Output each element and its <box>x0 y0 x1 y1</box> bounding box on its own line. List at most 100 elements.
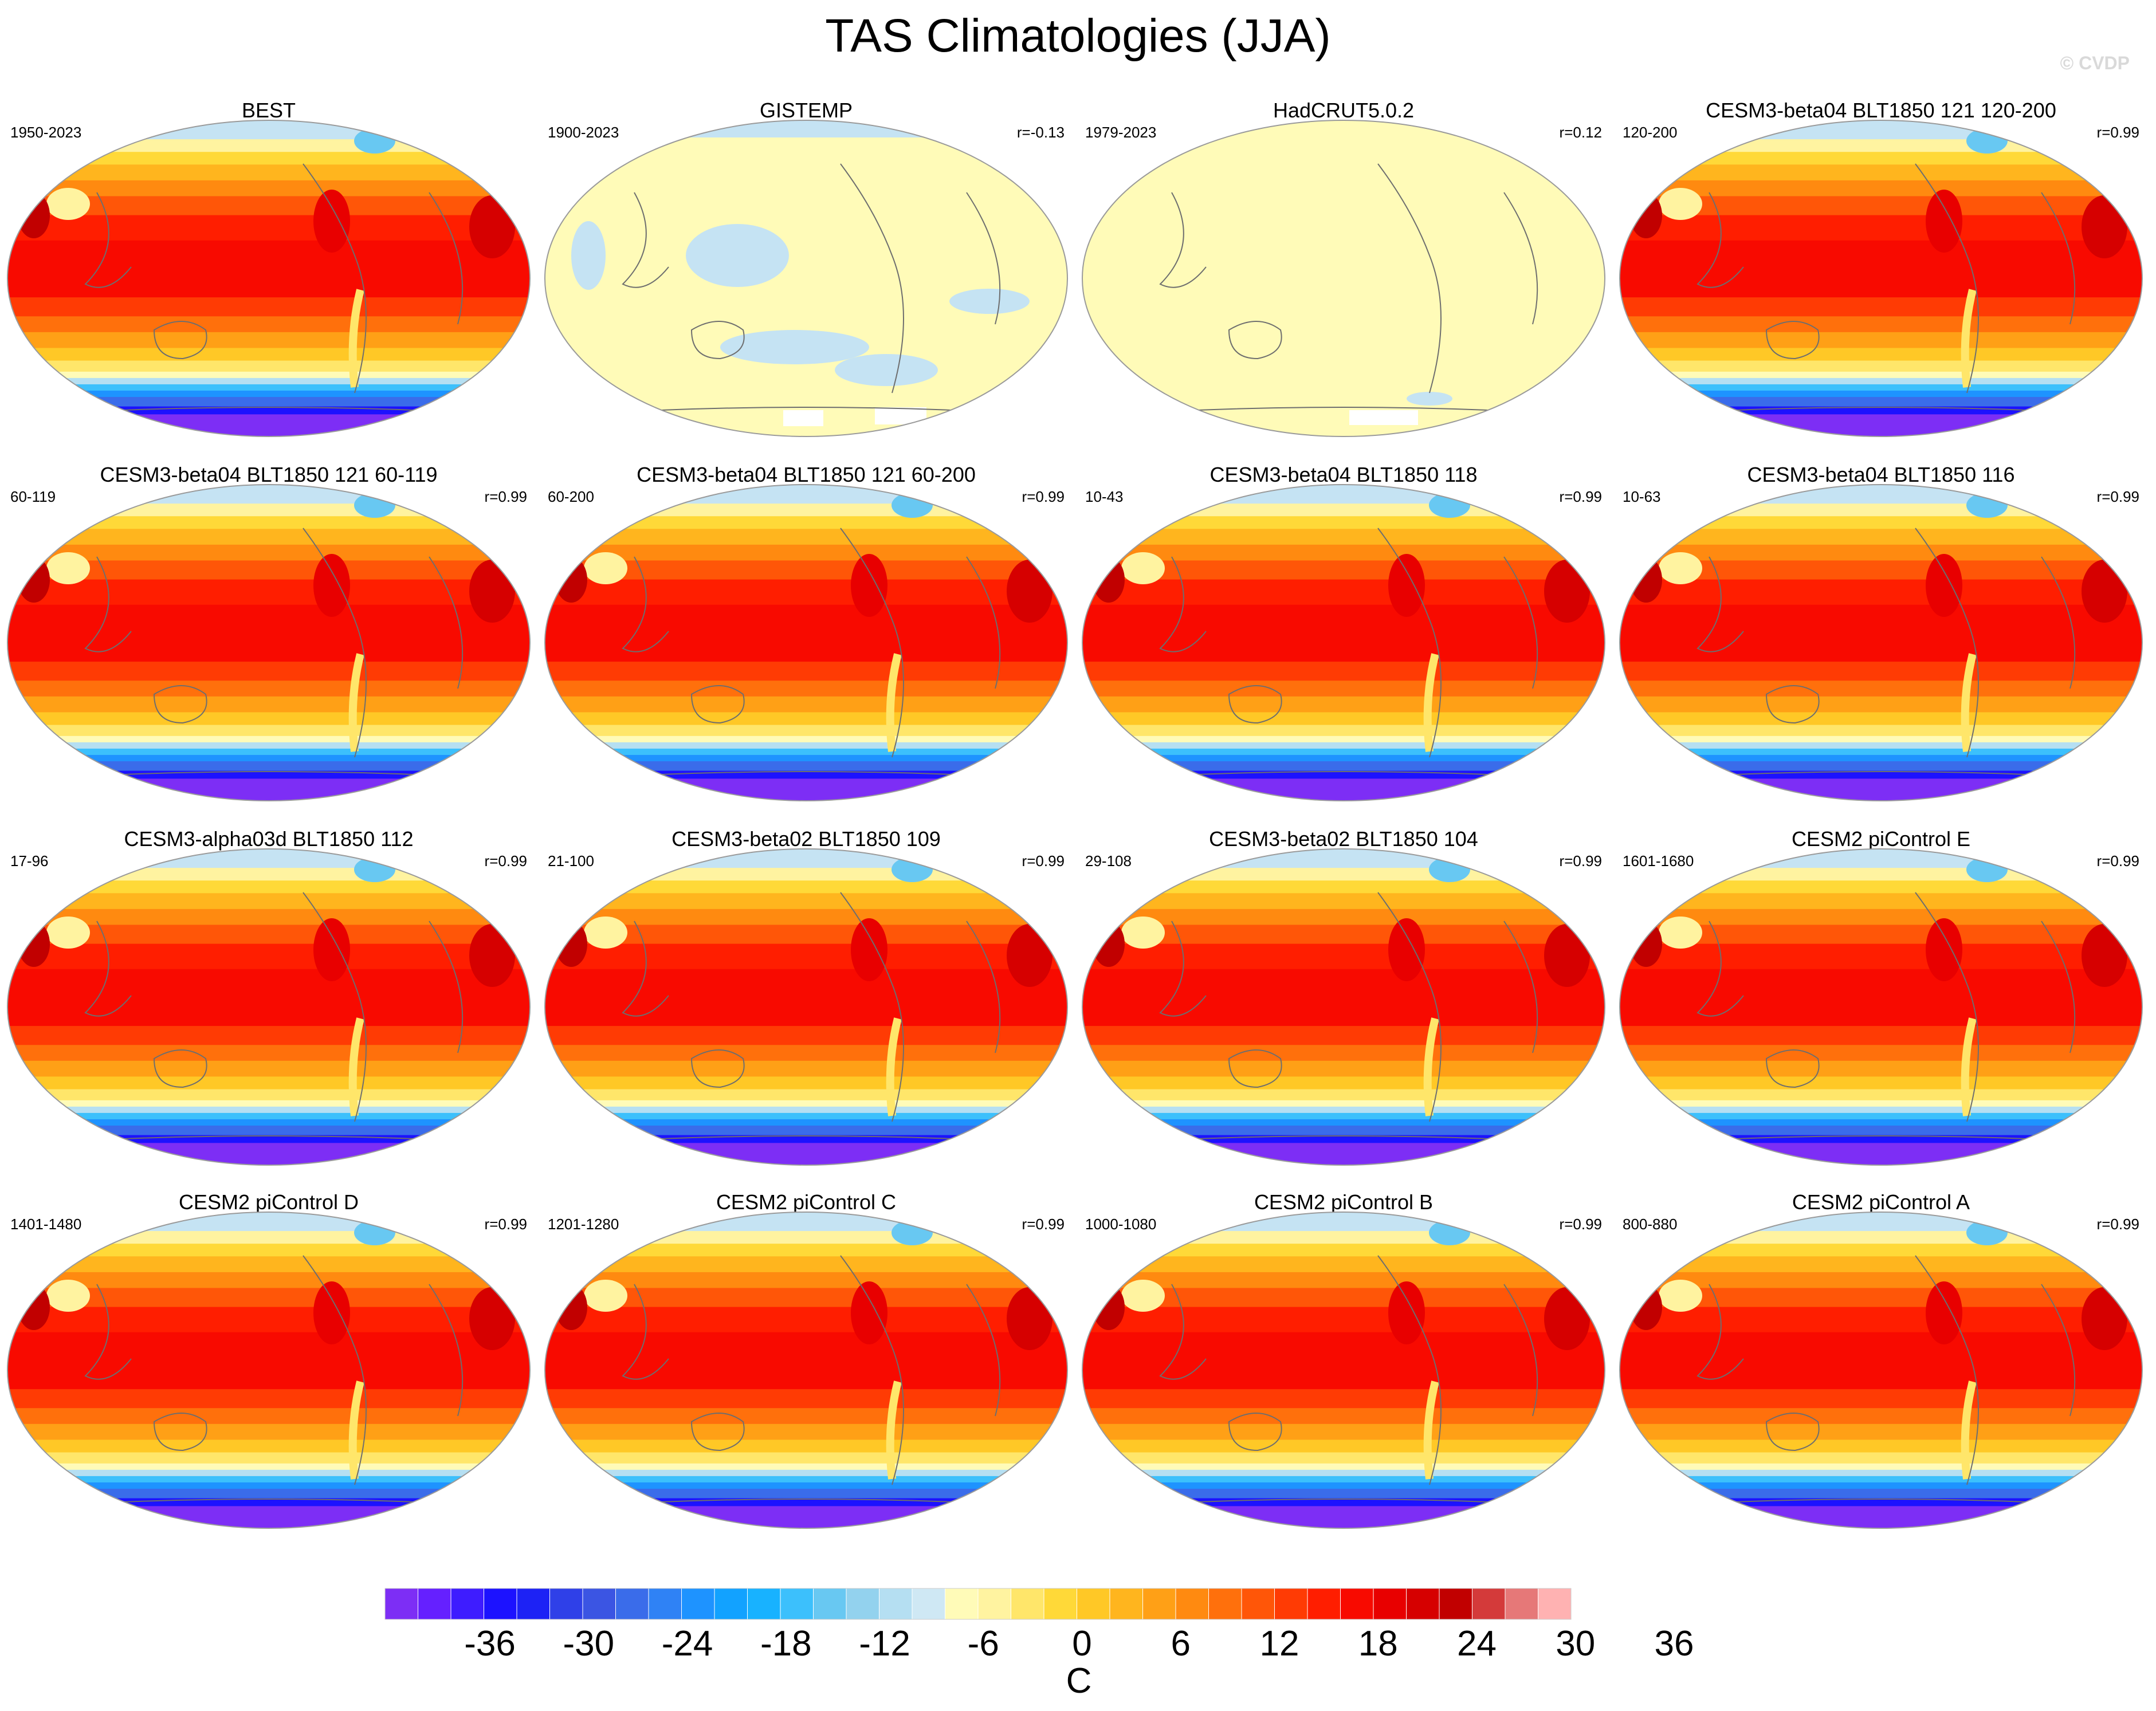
temperature-band <box>1082 485 1605 505</box>
colorbar-tick-label: 0 <box>1072 1624 1091 1663</box>
temperature-band <box>1620 662 2142 682</box>
sahara-hot-spot <box>469 924 515 987</box>
temperature-band <box>1620 969 2142 1027</box>
panel-correlation: r=0.12 <box>1559 124 1602 141</box>
temperature-band <box>545 1135 1067 1144</box>
greenland-ice <box>1966 493 2008 518</box>
temperature-band <box>1620 849 2142 869</box>
panel-title: CESM3-beta04 BLT1850 121 60-119 <box>100 463 438 486</box>
temperature-band <box>1082 925 1605 945</box>
world-map <box>1619 848 2143 1166</box>
negative-anomaly-region <box>1407 392 1452 406</box>
temperature-band <box>545 712 1067 726</box>
temperature-band <box>545 1231 1067 1245</box>
temperature-band <box>1082 1135 1605 1144</box>
temperature-band <box>7 1288 530 1308</box>
colorbar-box <box>1472 1588 1506 1620</box>
sahara-hot-spot <box>469 195 515 258</box>
temperature-band <box>1620 1256 2142 1273</box>
temperature-band <box>545 893 1067 910</box>
temperature-band <box>1620 180 2142 197</box>
temperature-band <box>7 414 530 436</box>
temperature-band <box>1082 1126 1605 1136</box>
temperature-band <box>1082 1476 1605 1483</box>
temperature-band <box>7 748 530 756</box>
temperature-band <box>7 384 530 391</box>
temperature-band <box>7 1469 530 1477</box>
temperature-band <box>7 1423 530 1441</box>
negative-anomaly-region <box>835 354 938 386</box>
panel-title: CESM3-beta04 BLT1850 116 <box>1747 463 2015 486</box>
panel-period: 1401-1480 <box>10 1216 82 1233</box>
north-america-warm-spot <box>313 554 350 617</box>
map-panel: CESM3-beta02 BLT1850 104 29-108 r=0.99 <box>1075 826 1612 1190</box>
temperature-band <box>1620 1076 2142 1090</box>
north-america-warm-spot <box>1388 1281 1425 1344</box>
greenland-ice <box>1429 857 1470 882</box>
map-border <box>7 484 531 801</box>
temperature-band <box>545 1100 1067 1107</box>
watermark: © CVDP <box>2060 53 2130 73</box>
temperature-band <box>545 880 1067 894</box>
temperature-band <box>545 1106 1067 1114</box>
temperature-band <box>7 969 530 1027</box>
temperature-band <box>545 1498 1067 1507</box>
map-border <box>7 120 531 437</box>
temperature-band <box>1620 1463 2142 1470</box>
andes-ridge <box>886 653 902 752</box>
temperature-band <box>1082 770 1605 780</box>
greenland-ice <box>1429 1220 1470 1245</box>
temperature-band <box>1082 849 1605 869</box>
temperature-band <box>7 943 530 970</box>
panel-title: CESM3-beta04 BLT1850 121 120-200 <box>1706 99 2056 122</box>
temperature-band <box>7 529 530 545</box>
temperature-band <box>1620 504 2142 517</box>
greenland-ice <box>892 493 933 518</box>
temperature-band <box>7 1476 530 1483</box>
temperature-band <box>1620 215 2142 241</box>
temperature-band <box>1082 1272 1605 1289</box>
temperature-band <box>1620 604 2142 663</box>
temperature-band <box>545 1143 1067 1165</box>
temperature-band <box>1082 662 1605 682</box>
temperature-band <box>1620 1060 2142 1077</box>
temperature-band <box>7 1076 530 1090</box>
tibet-cool-spot <box>46 552 90 584</box>
map-panel: CESM3-beta04 BLT1850 116 10-63 r=0.99 <box>1612 462 2150 826</box>
colorbar-box <box>615 1588 649 1620</box>
temperature-band <box>7 662 530 682</box>
map-border <box>1619 1212 2143 1529</box>
temperature-band <box>545 544 1067 561</box>
temperature-band <box>1082 1498 1605 1507</box>
temperature-band <box>545 1212 1067 1232</box>
colorbar-box <box>714 1588 748 1620</box>
negative-anomaly-region <box>949 289 1030 314</box>
north-america-warm-spot <box>1926 554 1962 617</box>
sahara-hot-spot <box>1007 924 1053 987</box>
temperature-band <box>545 1112 1067 1120</box>
temperature-band <box>7 778 530 801</box>
temperature-band <box>1620 240 2142 298</box>
temperature-band <box>1620 196 2142 216</box>
panel-period: 21-100 <box>548 852 594 870</box>
temperature-band <box>1082 1106 1605 1114</box>
panel-correlation: r=0.99 <box>2096 852 2139 870</box>
temperature-band <box>1620 893 2142 910</box>
tibet-cool-spot <box>46 188 90 220</box>
temperature-band <box>1620 332 2142 349</box>
temperature-band <box>1620 925 2142 945</box>
map-border <box>1082 120 1605 437</box>
temperature-band <box>7 1119 530 1126</box>
panel-period: 17-96 <box>10 852 49 870</box>
temperature-band <box>1082 1469 1605 1477</box>
middle-east-hot-spot <box>18 921 50 967</box>
temperature-band <box>7 485 530 505</box>
andes-ridge <box>1961 653 1977 752</box>
middle-east-hot-spot <box>555 1284 587 1330</box>
colorbar-box <box>516 1588 550 1620</box>
temperature-band <box>7 1256 530 1273</box>
temperature-band <box>1082 742 1605 749</box>
temperature-band <box>1082 1231 1605 1245</box>
temperature-band <box>1620 371 2142 379</box>
colorbar-tick-label: -24 <box>662 1624 713 1663</box>
